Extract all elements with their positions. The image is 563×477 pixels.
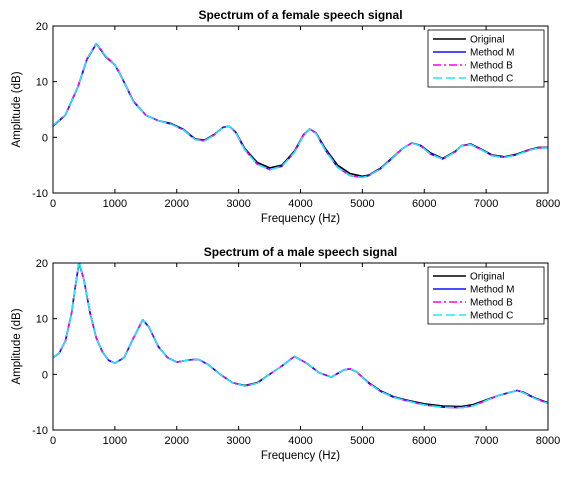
x-tick-label: 4000 bbox=[288, 198, 312, 210]
x-axis-label: Frequency (Hz) bbox=[261, 450, 340, 462]
y-tick-label: 20 bbox=[36, 21, 48, 33]
x-axis-label: Frequency (Hz) bbox=[261, 213, 340, 225]
series-line-method-c bbox=[53, 263, 548, 409]
x-tick-label: 7000 bbox=[474, 435, 498, 447]
y-tick-label: 0 bbox=[42, 132, 48, 144]
x-tick-label: 1000 bbox=[103, 198, 127, 210]
legend-label: Method C bbox=[470, 74, 513, 85]
x-tick-label: 1000 bbox=[103, 435, 127, 447]
x-tick-label: 7000 bbox=[474, 198, 498, 210]
chart-title: Spectrum of a female speech signal bbox=[198, 8, 402, 22]
x-tick-label: 8000 bbox=[536, 198, 560, 210]
y-tick-label: -10 bbox=[32, 188, 48, 200]
y-axis-label: Amplitude (dB) bbox=[11, 71, 23, 147]
chart-title: Spectrum of a male speech signal bbox=[204, 245, 397, 259]
x-tick-label: 2000 bbox=[165, 435, 189, 447]
x-tick-label: 0 bbox=[50, 198, 56, 210]
x-tick-label: 6000 bbox=[412, 198, 436, 210]
y-axis-label: Amplitude (dB) bbox=[11, 308, 23, 384]
legend-label: Method C bbox=[470, 311, 513, 322]
y-tick-label: -10 bbox=[32, 425, 48, 437]
legend-label: Method B bbox=[470, 61, 513, 72]
x-tick-label: 0 bbox=[50, 435, 56, 447]
subplot-1: 0 1000 2000 3000 4000 5000 6000 7000 8000-100102… bbox=[11, 8, 560, 225]
x-tick-label: 3000 bbox=[226, 198, 250, 210]
x-tick-label: 5000 bbox=[350, 435, 374, 447]
y-tick-label: 0 bbox=[42, 369, 48, 381]
x-tick-label: 6000 bbox=[412, 435, 436, 447]
legend-label: Method M bbox=[470, 285, 514, 296]
legend-label: Method M bbox=[470, 48, 514, 59]
legend: Original Method M Method B Method C bbox=[427, 266, 545, 325]
x-tick-label: 3000 bbox=[226, 435, 250, 447]
x-tick-label: 4000 bbox=[288, 435, 312, 447]
legend-label: Method B bbox=[470, 298, 513, 309]
y-tick-label: 10 bbox=[36, 77, 48, 89]
x-tick-label: 8000 bbox=[536, 435, 560, 447]
subplot-2: 0 1000 2000 3000 4000 5000 6000 7000 8000-100102… bbox=[11, 245, 560, 462]
legend: Original Method M Method B Method C bbox=[427, 29, 545, 88]
series-line-method-c bbox=[53, 43, 548, 179]
legend-label: Original bbox=[470, 272, 504, 283]
y-tick-label: 10 bbox=[36, 314, 48, 326]
x-tick-label: 2000 bbox=[165, 198, 189, 210]
y-tick-label: 20 bbox=[36, 258, 48, 270]
x-tick-label: 5000 bbox=[350, 198, 374, 210]
legend-label: Original bbox=[470, 35, 504, 46]
